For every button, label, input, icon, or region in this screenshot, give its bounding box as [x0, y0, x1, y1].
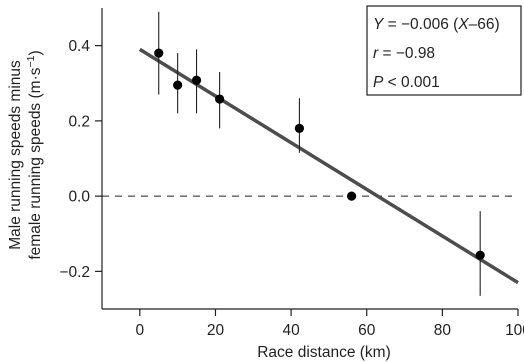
y-tick-label: 0.0 [68, 189, 90, 206]
data-point [294, 123, 305, 133]
x-tick-label: 40 [282, 322, 300, 339]
x-ticks: 0 20 40 60 80 100 [136, 309, 524, 339]
annotation-box-frame [366, 5, 522, 96]
x-tick-label: 80 [434, 322, 452, 339]
x-tick-label: 100 [505, 322, 524, 339]
data-point [191, 75, 202, 85]
annotation-run: X [457, 16, 469, 33]
y-axis-label: Male running speeds minus female running… [7, 50, 44, 259]
data-point [347, 191, 357, 201]
axes [101, 8, 518, 310]
annotation-line: P < 0.001 [373, 74, 440, 91]
y-tick-label: 0.2 [68, 113, 90, 130]
y-ticks: −0.2 0.0 0.2 0.4 [59, 38, 102, 281]
data-points [154, 48, 485, 260]
data-point [215, 94, 225, 104]
annotation-run: = −0.98 [378, 45, 435, 62]
annotation-box: Y = −0.006 (X–66) r = −0.98 P < 0.001 [366, 5, 522, 96]
x-tick-label: 0 [136, 322, 145, 339]
y-tick-label: 0.4 [68, 38, 90, 55]
data-point [475, 250, 485, 260]
y-axis-label-line2-main: female running speeds (m·s [27, 67, 44, 259]
annotation-run: Y [373, 16, 385, 33]
y-axis-label-superscript: −1 [25, 55, 37, 67]
y-axis-label-close: ) [27, 50, 44, 55]
annotation-line: r = −0.98 [373, 45, 435, 62]
x-tick-label: 20 [207, 322, 225, 339]
annotation-run: –66) [469, 16, 500, 33]
annotation-lines: Y = −0.006 (X–66) r = −0.98 P < 0.001 [373, 16, 500, 91]
data-point [154, 48, 164, 58]
annotation-run: r [373, 45, 379, 62]
data-point [173, 80, 183, 90]
regression-line [138, 47, 519, 285]
annotation-line: Y = −0.006 (X–66) [373, 16, 500, 33]
y-axis-label-line1: Male running speeds minus [7, 60, 24, 250]
annotation-run: P [373, 74, 384, 91]
y-axis-label-line2: female running speeds (m·s−1) [25, 50, 44, 259]
x-axis-label: Race distance (km) [257, 344, 391, 361]
y-tick-label: −0.2 [59, 264, 90, 281]
x-tick-label: 60 [358, 322, 376, 339]
annotation-run: < 0.001 [383, 74, 439, 91]
annotation-run: = −0.006 ( [383, 16, 459, 33]
